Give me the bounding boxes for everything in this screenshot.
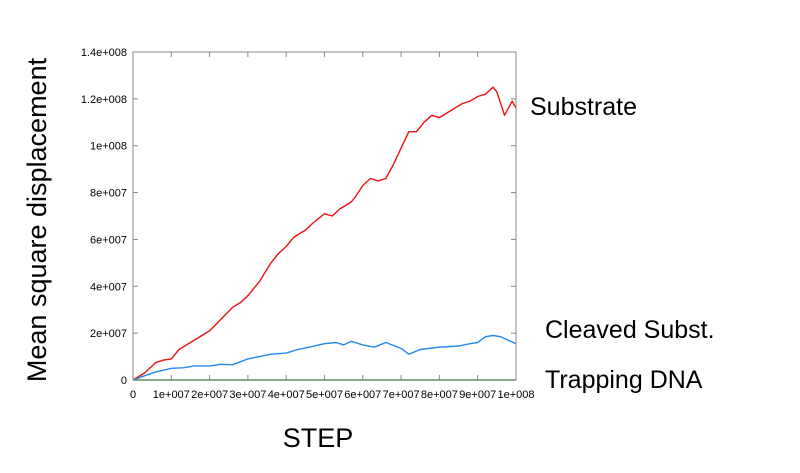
y-tick-label: 6e+007 [90, 234, 127, 246]
x-tick-label: 9e+007 [459, 389, 496, 401]
x-axis-label: STEP [283, 423, 354, 453]
x-tick-label: 6e+007 [344, 389, 381, 401]
labels-layer: 0 2e+007 4e+007 6e+007 8e+007 1e+008 1.2e+008 1… [81, 47, 715, 401]
series-label: Substrate [530, 93, 637, 121]
series-layer [132, 86, 517, 381]
x-tick-label: 3e+007 [229, 389, 266, 401]
x-tick-label: 1e+008 [497, 389, 534, 401]
series-line-cleaved-subst [132, 334, 517, 381]
series-label: Trapping DNA [545, 366, 703, 394]
y-tick-label: 0 [121, 375, 127, 387]
y-tick-label: 2e+007 [90, 328, 127, 340]
ticks-layer [132, 51, 517, 381]
y-tick-label: 1.2e+008 [81, 94, 127, 106]
x-tick-label: 7e+007 [383, 389, 420, 401]
x-tick-label: 2e+007 [191, 389, 228, 401]
y-axis-label: Mean square displacement [22, 57, 52, 382]
x-tick-label: 5e+007 [306, 389, 343, 401]
x-tick-label: 1e+007 [153, 389, 190, 401]
plot-frame [132, 51, 517, 381]
x-tick-label: 4e+007 [268, 389, 305, 401]
series-label: Cleaved Subst. [545, 316, 715, 344]
y-tick-label: 4e+007 [90, 281, 127, 293]
y-tick-label: 8e+007 [90, 188, 127, 200]
y-tick-label: 1e+008 [90, 141, 127, 153]
series-line-substrate [132, 86, 517, 381]
x-tick-label: 8e+007 [421, 389, 458, 401]
x-tick-label: 0 [130, 389, 136, 401]
y-tick-label: 1.4e+008 [81, 47, 127, 59]
